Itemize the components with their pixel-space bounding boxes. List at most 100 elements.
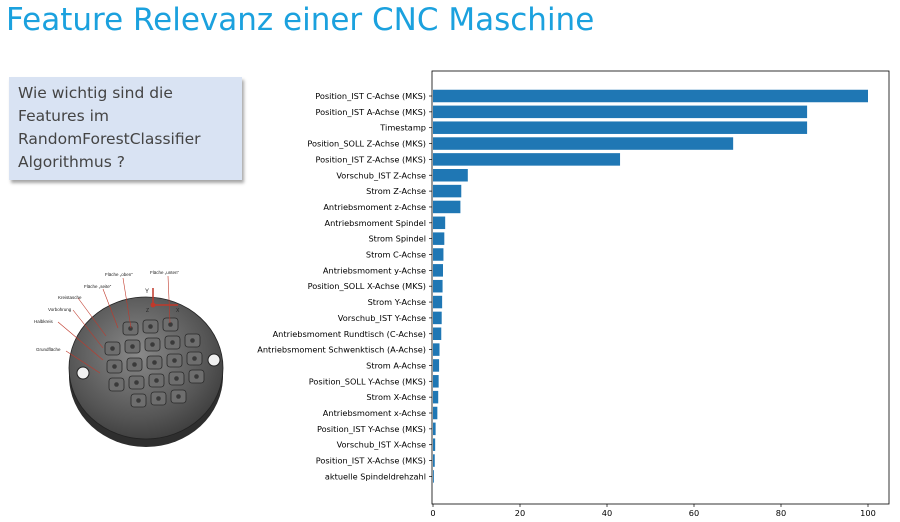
category-label: Antriebsmoment x-Achse — [323, 408, 426, 418]
bar — [433, 406, 438, 420]
pocket-hole — [148, 324, 153, 329]
slide-title: Feature Relevanz einer CNC Maschine — [6, 2, 595, 38]
pocket-hole — [114, 382, 119, 387]
bar — [433, 200, 461, 214]
x-tick-label: 80 — [776, 508, 786, 518]
mounting-hole-right — [207, 353, 221, 367]
x-tick-label: 60 — [689, 508, 699, 518]
plot-area-frame — [431, 70, 890, 505]
bar — [433, 248, 444, 261]
bar — [433, 137, 734, 150]
pocket-hole — [154, 378, 159, 383]
category-label: Strom X-Achse — [366, 392, 426, 402]
pocket-hole — [110, 346, 115, 351]
pocket-hole — [190, 338, 195, 343]
bar — [433, 327, 442, 340]
category-label: aktuelle Spindeldrehzahl — [325, 471, 426, 481]
bar — [433, 232, 445, 245]
pocket-grid — [104, 317, 205, 408]
label-vorbohrung: Vorbohrung — [48, 307, 72, 312]
bar — [433, 105, 808, 119]
category-label: Antriebsmoment Schwenktisch (A-Achse) — [257, 345, 426, 355]
pocket-hole — [112, 364, 117, 369]
bar — [433, 169, 468, 182]
x-tick-label: 20 — [515, 508, 525, 518]
pocket-hole — [152, 360, 157, 365]
x-tick-label: 100 — [860, 508, 876, 518]
bar — [433, 422, 436, 436]
category-label: Position_IST C-Achse (MKS) — [315, 91, 426, 101]
feature-importance-chart: Position_IST C-Achse (MKS) Position_IST A… — [257, 70, 890, 518]
bar — [433, 390, 439, 404]
label-flaeche-seite: Fläche „seite“ — [84, 284, 112, 289]
category-label: Position_SOLL X-Achse (MKS) — [308, 281, 426, 291]
x-tick-label: 40 — [602, 508, 612, 518]
bar — [433, 359, 440, 372]
x-axis-ticks: 0 20 40 60 80 100 — [430, 504, 876, 518]
category-labels: Position_IST C-Achse (MKS) Position_IST A… — [257, 91, 432, 481]
category-label: Position_SOLL Y-Achse (MKS) — [309, 376, 426, 386]
category-label: Strom C-Achse — [366, 250, 426, 260]
label-flaeche-oben: Fläche „oben“ — [105, 272, 133, 277]
bar — [433, 279, 443, 293]
pocket-hole — [168, 322, 173, 327]
bar — [433, 184, 462, 198]
bars-layer — [433, 89, 868, 483]
pocket-hole — [136, 398, 141, 403]
axis-label-z: Z — [146, 308, 149, 314]
bar — [433, 470, 434, 483]
annotation-lines — [57, 275, 171, 374]
workpiece-illustration: Y Z X Fläche „oben“ Fläche „unten“ Fläch… — [34, 270, 224, 447]
category-label: Position_SOLL Z-Achse (MKS) — [307, 139, 426, 149]
axis-indicator — [150, 288, 178, 308]
pocket-hole — [172, 358, 177, 363]
category-label: Antriebsmoment Spindel — [324, 218, 426, 228]
pocket-hole — [134, 380, 139, 385]
mounting-hole-left — [76, 366, 90, 380]
x-tick-label: 0 — [430, 508, 435, 518]
bar — [433, 121, 808, 134]
pocket-hole — [176, 394, 181, 399]
category-label: Antriebsmoment Rundtisch (C-Achse) — [273, 329, 426, 339]
category-label: Position_IST X-Achse (MKS) — [316, 456, 426, 466]
bar — [433, 295, 443, 309]
category-label: Strom Y-Achse — [368, 297, 426, 307]
pocket-hole — [194, 374, 199, 379]
axis-label-x: X — [176, 308, 180, 314]
bar — [433, 343, 440, 356]
label-halbkreis: Halbkreis — [34, 319, 54, 324]
label-grundflaeche: Grundfläche — [36, 347, 61, 352]
pocket-hole — [128, 326, 133, 331]
category-label: Position_IST A-Achse (MKS) — [316, 107, 426, 117]
bar — [433, 454, 435, 467]
category-label: Strom A-Achse — [366, 360, 426, 370]
label-kreistasche: Kreistasche — [58, 295, 82, 300]
bar — [433, 438, 436, 451]
category-label: Antriebsmoment y-Achse — [323, 265, 426, 275]
category-label: Position_IST Z-Achse (MKS) — [316, 154, 427, 164]
bar — [433, 311, 442, 325]
axis-label-y: Y — [145, 289, 149, 295]
pocket-hole — [170, 340, 175, 345]
bar — [433, 89, 868, 103]
pocket-hole — [156, 396, 161, 401]
plate-top — [68, 296, 224, 440]
category-label: Vorschub_IST X-Achse — [337, 440, 426, 450]
category-label: Strom Spindel — [368, 234, 426, 244]
label-flaeche-unten: Fläche „unten“ — [150, 270, 180, 275]
category-label: Antriebsmoment z-Achse — [323, 202, 426, 212]
pocket-hole — [192, 356, 197, 361]
bar — [433, 153, 621, 166]
bar — [433, 375, 439, 388]
category-label: Strom Z-Achse — [366, 186, 426, 196]
question-text: Wie wichtig sind die Features im RandomF… — [18, 84, 201, 171]
pocket-hole — [130, 344, 135, 349]
category-label: Vorschub_IST Z-Achse — [336, 170, 426, 180]
pocket-hole — [174, 376, 179, 381]
category-label: Vorschub_IST Y-Achse — [338, 313, 426, 323]
category-label: Position_IST Y-Achse (MKS) — [317, 424, 426, 434]
bar — [433, 216, 446, 230]
pocket-hole — [150, 342, 155, 347]
pocket-hole — [132, 362, 137, 367]
bar — [433, 264, 443, 277]
